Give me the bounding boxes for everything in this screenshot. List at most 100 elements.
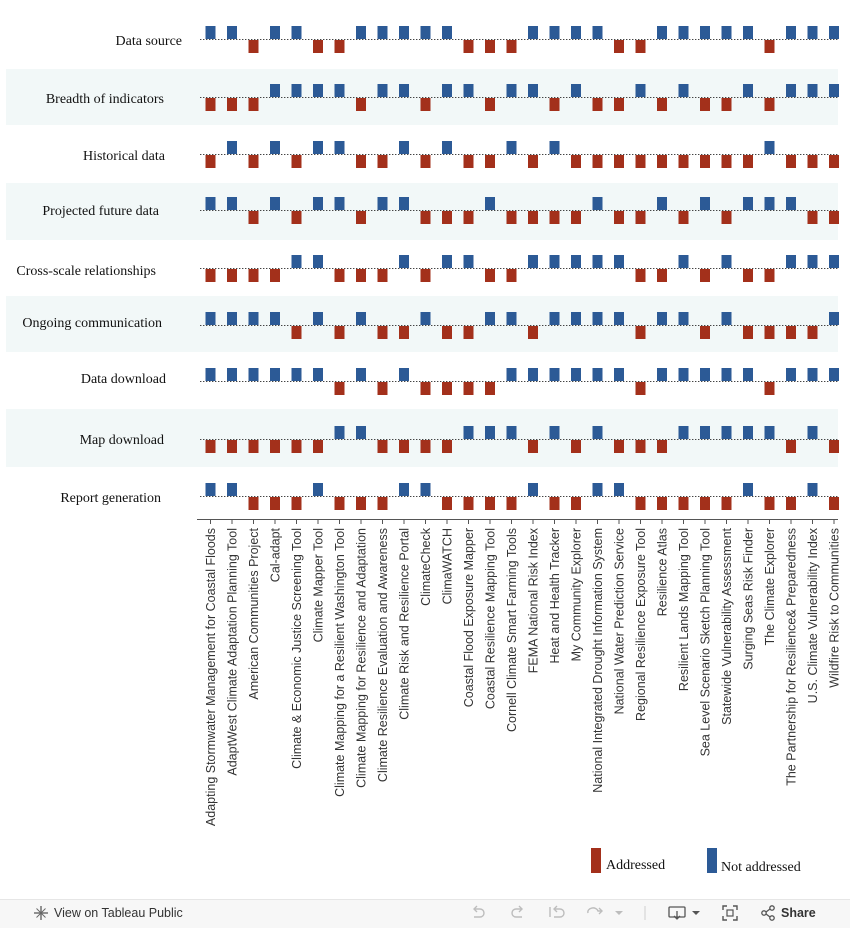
not-addressed-mark <box>764 141 775 154</box>
not-addressed-mark <box>700 426 710 439</box>
addressed-mark <box>635 497 646 510</box>
share-button[interactable]: Share <box>760 905 816 921</box>
not-addressed-mark <box>549 368 560 381</box>
addressed-mark <box>420 382 431 395</box>
not-addressed-mark <box>313 84 323 97</box>
not-addressed-mark <box>399 141 409 154</box>
tableau-toolbar: View on Tableau Public Share <box>0 899 850 928</box>
addressed-mark <box>356 98 366 111</box>
x-tick-label: Resilient Lands Mapping Tool <box>677 528 691 691</box>
undo-icon[interactable] <box>470 905 486 921</box>
legend-swatch-not-addressed <box>707 848 717 873</box>
x-tick-label: American Communities Project <box>247 527 261 699</box>
not-addressed-mark <box>678 426 689 439</box>
download-icon[interactable] <box>668 905 702 921</box>
row-label: Historical data <box>83 149 166 164</box>
not-addressed-mark <box>270 312 280 325</box>
addressed-mark <box>270 440 280 453</box>
not-addressed-mark <box>786 26 796 39</box>
not-addressed-mark <box>227 483 237 496</box>
not-addressed-mark <box>807 483 818 496</box>
not-addressed-mark <box>549 426 560 439</box>
addressed-mark <box>485 40 495 53</box>
addressed-mark <box>571 155 581 168</box>
not-addressed-mark <box>657 26 667 39</box>
addressed-mark <box>635 40 646 53</box>
addressed-mark <box>377 155 388 168</box>
not-addressed-mark <box>764 426 775 439</box>
addressed-mark <box>829 440 839 453</box>
refresh-icon[interactable] <box>585 905 625 921</box>
not-addressed-mark <box>313 312 323 325</box>
addressed-mark <box>248 497 259 510</box>
not-addressed-mark <box>721 312 732 325</box>
not-addressed-mark <box>442 84 452 97</box>
not-addressed-mark <box>678 255 689 268</box>
addressed-mark <box>829 155 839 168</box>
addressed-mark <box>420 440 431 453</box>
not-addressed-mark <box>571 26 581 39</box>
addressed-mark <box>227 98 237 111</box>
not-addressed-mark <box>592 197 603 210</box>
x-tick-label: Climate Mapping for a Resilient Washingt… <box>333 528 347 797</box>
row-label: Breadth of indicators <box>46 92 164 107</box>
x-tick-label: Climate Resilience Evaluation and Awaren… <box>376 528 390 782</box>
not-addressed-mark <box>743 84 753 97</box>
addressed-mark <box>571 211 581 224</box>
addressed-mark <box>227 269 237 282</box>
view-on-tableau-link[interactable]: View on Tableau Public <box>33 905 183 921</box>
x-tick-label: Cal-adapt <box>269 527 283 582</box>
addressed-mark <box>442 440 452 453</box>
addressed-mark <box>205 98 216 111</box>
addressed-mark <box>528 211 538 224</box>
addressed-mark <box>463 326 474 339</box>
row-label: Data download <box>81 372 166 387</box>
not-addressed-mark <box>528 483 538 496</box>
not-addressed-mark <box>700 368 710 381</box>
row-label: Map download <box>80 433 164 448</box>
not-addressed-mark <box>506 368 517 381</box>
addressed-mark <box>764 269 775 282</box>
not-addressed-mark <box>592 26 603 39</box>
not-addressed-mark <box>807 84 818 97</box>
not-addressed-mark <box>700 26 710 39</box>
addressed-mark <box>721 155 732 168</box>
addressed-mark <box>334 326 345 339</box>
not-addressed-mark <box>227 197 237 210</box>
addressed-mark <box>614 155 624 168</box>
revert-icon[interactable] <box>548 905 566 921</box>
fullscreen-icon[interactable] <box>722 905 738 921</box>
addressed-mark <box>248 155 259 168</box>
not-addressed-mark <box>571 255 581 268</box>
x-tick-label: Statewide Vulnerability Assessment <box>720 527 734 724</box>
not-addressed-mark <box>635 84 646 97</box>
not-addressed-mark <box>399 255 409 268</box>
addressed-mark <box>313 40 323 53</box>
not-addressed-mark <box>721 26 732 39</box>
not-addressed-mark <box>506 312 517 325</box>
redo-icon[interactable] <box>510 905 526 921</box>
addressed-mark <box>248 269 259 282</box>
addressed-mark <box>829 211 839 224</box>
x-tick-label: FEMA National Risk Index <box>527 527 541 673</box>
not-addressed-mark <box>528 255 538 268</box>
addressed-mark <box>334 497 345 510</box>
not-addressed-mark <box>614 483 624 496</box>
not-addressed-mark <box>227 26 237 39</box>
addressed-mark <box>635 211 646 224</box>
not-addressed-mark <box>571 312 581 325</box>
addressed-mark <box>700 155 710 168</box>
x-tick-label: Heat and Health Tracker <box>548 528 562 664</box>
not-addressed-mark <box>270 197 280 210</box>
addressed-mark <box>334 40 345 53</box>
addressed-mark <box>291 440 302 453</box>
not-addressed-mark <box>571 84 581 97</box>
tableau-logo-icon <box>33 905 49 921</box>
addressed-mark <box>377 440 388 453</box>
addressed-mark <box>549 211 560 224</box>
not-addressed-mark <box>291 368 302 381</box>
addressed-mark <box>270 269 280 282</box>
x-tick-label: Surging Seas Risk Finder <box>742 528 756 670</box>
not-addressed-mark <box>657 197 667 210</box>
addressed-mark <box>528 440 538 453</box>
